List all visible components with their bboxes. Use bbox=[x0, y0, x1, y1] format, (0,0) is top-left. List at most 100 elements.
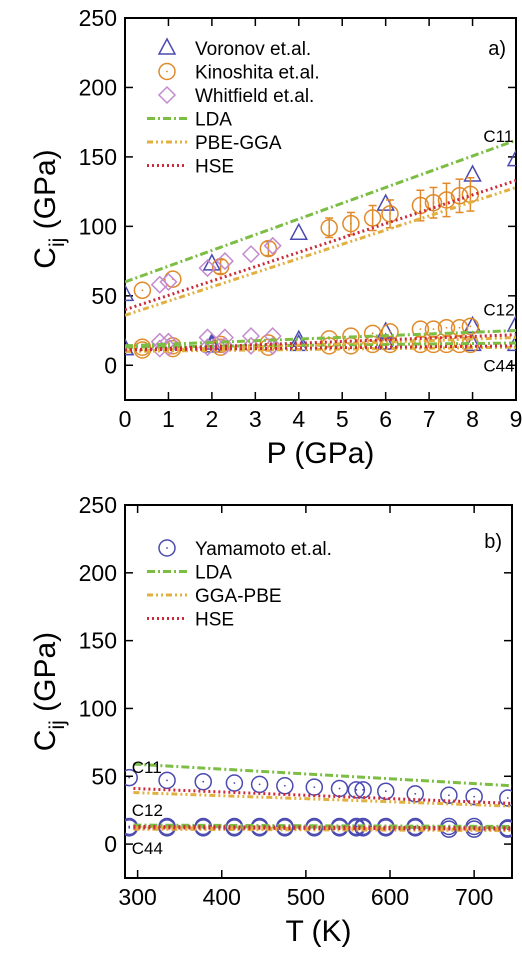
data-point-dot bbox=[128, 776, 131, 779]
y-tick-label: 100 bbox=[79, 213, 117, 239]
data-point bbox=[363, 209, 382, 227]
legend-label: Whitfield et.al. bbox=[195, 86, 314, 107]
data-point-dot bbox=[128, 826, 131, 829]
data-point bbox=[424, 193, 443, 212]
data-point bbox=[342, 214, 360, 233]
data-point bbox=[440, 786, 458, 805]
series-line bbox=[125, 333, 516, 352]
data-point bbox=[499, 789, 512, 807]
data-point bbox=[461, 317, 480, 336]
data-point-dot bbox=[128, 825, 131, 828]
panel-label: a) bbox=[488, 38, 506, 60]
x-tick-label: 6 bbox=[379, 406, 392, 432]
data-point-dot bbox=[362, 788, 364, 791]
data-point bbox=[125, 768, 138, 787]
y-axis-label: Cij (GPa) bbox=[29, 149, 69, 268]
y-axis-label-unit: (GPa) bbox=[29, 149, 62, 237]
data-point-dot bbox=[350, 222, 352, 225]
data-point-dot bbox=[371, 217, 374, 219]
data-point bbox=[164, 270, 182, 288]
data-point-dot bbox=[432, 328, 435, 331]
legend-label: Yamamoto et.al. bbox=[195, 539, 332, 560]
data-point bbox=[465, 787, 483, 806]
legend-label: Kinoshita et.al. bbox=[195, 63, 320, 84]
data-point bbox=[159, 272, 178, 291]
x-tick-label: 9 bbox=[510, 406, 522, 432]
series-line bbox=[125, 329, 516, 348]
y-tick-label: 50 bbox=[91, 283, 117, 309]
x-tick-label: 300 bbox=[118, 884, 156, 910]
data-point-dot bbox=[313, 786, 316, 789]
annotation-c11: C11 bbox=[132, 758, 162, 777]
data-point-dot bbox=[414, 793, 417, 795]
data-point-dot bbox=[458, 194, 461, 197]
legend-marker-dot bbox=[166, 70, 168, 73]
y-axis-label-main: C bbox=[29, 247, 62, 269]
annotation-c44: C44 bbox=[483, 356, 514, 375]
y-axis-label-main: C bbox=[29, 730, 62, 752]
data-point bbox=[158, 771, 176, 790]
y-tick-label: 250 bbox=[79, 5, 117, 31]
y-tick-label: 250 bbox=[79, 492, 117, 518]
data-point-dot bbox=[469, 193, 472, 196]
data-point-dot bbox=[283, 784, 286, 787]
series-line bbox=[133, 826, 512, 831]
series-line bbox=[125, 335, 516, 353]
series-kinoshita-et-al- bbox=[133, 176, 480, 359]
data-point-dot bbox=[371, 332, 374, 335]
data-point bbox=[263, 336, 282, 355]
y-tick-label: 150 bbox=[79, 628, 117, 654]
data-point bbox=[215, 252, 234, 271]
data-point-dot bbox=[338, 787, 341, 790]
data-point-dot bbox=[355, 788, 358, 791]
data-point-dot bbox=[432, 201, 435, 204]
legend-marker bbox=[157, 85, 177, 105]
data-point-dot bbox=[448, 794, 450, 797]
x-tick-label: 400 bbox=[203, 884, 241, 910]
legend-label: Voronov et.al. bbox=[195, 39, 311, 60]
data-point bbox=[437, 191, 456, 209]
data-point bbox=[150, 275, 169, 294]
x-tick-label: 5 bbox=[336, 406, 349, 432]
data-point bbox=[215, 336, 234, 355]
data-point bbox=[125, 283, 135, 302]
y-axis-label: Cij (GPa) bbox=[29, 632, 69, 751]
x-axis-label: P (GPa) bbox=[267, 437, 375, 470]
data-point bbox=[506, 314, 516, 332]
y-tick-label: 0 bbox=[104, 831, 117, 857]
data-point bbox=[198, 258, 217, 278]
data-point bbox=[263, 236, 282, 255]
legend-marker bbox=[158, 62, 176, 81]
legend: Voronov et.al. Kinoshita et.al.Whitfield … bbox=[147, 37, 320, 178]
series-line bbox=[125, 344, 516, 352]
data-point bbox=[211, 257, 230, 276]
data-point bbox=[463, 164, 482, 182]
data-point bbox=[194, 772, 212, 791]
data-point-dot bbox=[419, 204, 422, 207]
x-tick-label: 4 bbox=[292, 406, 305, 432]
data-point bbox=[150, 339, 169, 358]
x-tick-label: 500 bbox=[287, 884, 325, 910]
x-tick-label: 700 bbox=[455, 884, 493, 910]
annotation-c11: C11 bbox=[483, 127, 513, 146]
y-axis-label-sub: ij bbox=[46, 720, 69, 729]
x-tick-label: 3 bbox=[249, 406, 262, 432]
data-point bbox=[347, 781, 366, 799]
x-tick-label: 2 bbox=[205, 406, 218, 432]
y-axis-label-unit: (GPa) bbox=[29, 632, 62, 720]
x-tick-label: 8 bbox=[466, 406, 479, 432]
legend-label: HSE bbox=[195, 157, 234, 178]
panel-label: b) bbox=[484, 531, 502, 553]
data-point-dot bbox=[141, 289, 144, 292]
y-tick-label: 50 bbox=[91, 763, 117, 789]
x-axis-label: T (K) bbox=[285, 915, 351, 948]
data-point bbox=[133, 281, 152, 300]
x-tick-label: 7 bbox=[423, 406, 436, 432]
data-point bbox=[411, 335, 430, 354]
data-point bbox=[202, 253, 222, 271]
data-point-dot bbox=[506, 797, 509, 799]
data-point-dot bbox=[389, 212, 391, 215]
plot-area bbox=[125, 762, 512, 838]
